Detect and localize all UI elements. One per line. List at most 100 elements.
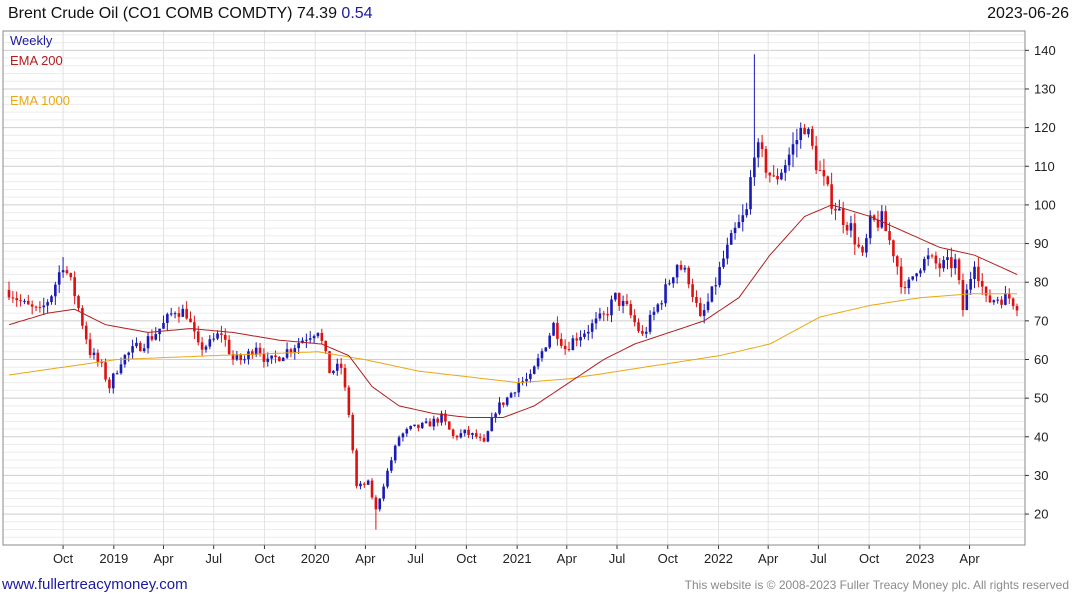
candle-up: [668, 279, 671, 286]
candle-body: [278, 357, 281, 362]
candle-body: [965, 289, 969, 311]
candle-up: [644, 326, 648, 339]
candle-body: [895, 256, 899, 267]
candle-body: [718, 267, 721, 286]
candle-body: [868, 215, 872, 239]
candle-up: [590, 319, 594, 339]
y-tick-label: 70: [1034, 313, 1048, 328]
candle-body: [494, 413, 497, 418]
candle-body: [834, 208, 837, 211]
candle-up: [915, 272, 918, 282]
site-link[interactable]: www.fullertreacymoney.com: [2, 576, 188, 593]
candle-up: [166, 312, 169, 331]
candle-body: [915, 273, 918, 277]
candle-up: [459, 429, 463, 439]
legend-ema1000: EMA 1000: [10, 93, 70, 108]
candle-body: [212, 338, 215, 340]
candle-body: [289, 349, 293, 353]
candle-up: [683, 265, 687, 273]
candle-body: [355, 450, 358, 487]
candle-body: [633, 315, 636, 323]
candle-down: [227, 335, 231, 356]
candle-body: [11, 297, 15, 299]
candle-up: [432, 415, 436, 431]
candle-body: [776, 175, 779, 180]
candle-body: [861, 246, 864, 253]
candle-up: [548, 332, 551, 349]
candle-up: [135, 337, 138, 349]
x-tick-label: Oct: [658, 551, 679, 566]
candle-body: [644, 331, 648, 334]
candle-up: [119, 357, 123, 375]
candle-up: [579, 330, 582, 347]
candle-down: [760, 134, 764, 158]
candle-up: [992, 299, 996, 305]
candle-up: [127, 351, 131, 362]
candle-up: [946, 249, 949, 270]
candle-body: [115, 373, 119, 375]
ema-lines: [8, 204, 1018, 418]
candle-body: [258, 347, 262, 354]
candle-body: [911, 276, 915, 280]
candle-body: [27, 300, 30, 305]
candle-body: [81, 308, 84, 326]
candle-body: [571, 338, 575, 351]
candle-up: [490, 412, 494, 432]
candle-body: [54, 284, 57, 297]
candle-body: [807, 128, 810, 135]
candle-down: [374, 495, 378, 530]
candle-body: [1004, 293, 1007, 305]
candle-up: [741, 204, 745, 232]
candle-up: [173, 311, 177, 319]
candle-down: [575, 332, 579, 347]
candle-down: [467, 425, 470, 439]
chart-grid: [3, 31, 1025, 546]
candle-body: [830, 184, 833, 209]
candle-body: [150, 336, 154, 340]
candle-up: [390, 456, 393, 473]
candle-body: [142, 348, 146, 352]
candle-body: [447, 421, 451, 430]
x-tick-label: Jul: [407, 551, 424, 566]
candle-body: [614, 292, 617, 300]
candle-down: [274, 350, 277, 364]
candle-body: [270, 355, 273, 359]
x-tick-label: 2020: [301, 551, 330, 566]
candle-down: [65, 266, 69, 275]
candle-body: [111, 373, 115, 389]
candle-body: [695, 296, 698, 304]
x-tick-label: Oct: [254, 551, 275, 566]
candle-up: [386, 468, 389, 489]
candle-body: [204, 346, 208, 350]
candle-body: [598, 313, 602, 319]
candle-down: [220, 325, 223, 343]
candle-body: [938, 263, 942, 269]
candle-body: [285, 349, 289, 358]
candle-body: [96, 352, 100, 362]
candle-up: [544, 346, 548, 352]
y-tick-label: 60: [1034, 352, 1048, 367]
candle-body: [200, 342, 204, 350]
candle-body: [475, 433, 478, 437]
candle-down: [602, 310, 606, 322]
candle-body: [583, 333, 586, 337]
candle-body: [239, 354, 243, 361]
candle-down: [764, 145, 768, 179]
candle-body: [440, 413, 443, 423]
candle-body: [787, 154, 791, 166]
candle-up: [204, 344, 208, 353]
candle-up: [123, 354, 127, 368]
candle-body: [177, 313, 181, 317]
candle-body: [953, 259, 957, 269]
candle-body: [301, 340, 304, 344]
candle-body: [795, 140, 799, 145]
candle-body: [139, 342, 142, 352]
candle-down: [502, 402, 505, 408]
candle-up: [509, 391, 513, 398]
candle-up: [401, 432, 405, 442]
candle-down: [231, 350, 235, 365]
candle-down: [857, 237, 860, 249]
candle-body: [436, 418, 439, 423]
candle-body: [803, 128, 806, 135]
